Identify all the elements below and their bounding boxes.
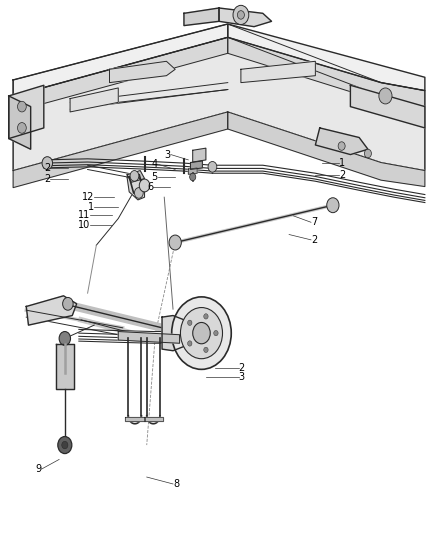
Polygon shape <box>125 417 145 421</box>
Circle shape <box>172 297 231 369</box>
Polygon shape <box>13 24 228 96</box>
Text: 4: 4 <box>152 159 158 169</box>
Polygon shape <box>184 8 219 26</box>
Circle shape <box>237 11 244 19</box>
Circle shape <box>180 308 223 359</box>
Circle shape <box>59 332 71 345</box>
Polygon shape <box>315 128 368 155</box>
Polygon shape <box>13 24 425 171</box>
Circle shape <box>204 314 208 319</box>
Polygon shape <box>13 37 425 171</box>
Text: 2: 2 <box>239 363 245 373</box>
Circle shape <box>214 330 218 336</box>
Polygon shape <box>9 85 44 139</box>
Text: 10: 10 <box>78 220 90 230</box>
Circle shape <box>193 322 210 344</box>
Text: 7: 7 <box>311 217 317 227</box>
Text: 5: 5 <box>152 172 158 182</box>
Polygon shape <box>13 37 228 112</box>
Polygon shape <box>110 61 175 83</box>
Text: 6: 6 <box>147 182 153 191</box>
Text: 2: 2 <box>44 163 50 173</box>
Circle shape <box>327 198 339 213</box>
Text: 8: 8 <box>173 479 179 489</box>
Polygon shape <box>127 175 145 200</box>
Polygon shape <box>144 417 163 421</box>
Circle shape <box>338 142 345 150</box>
Text: 1: 1 <box>88 202 94 212</box>
Circle shape <box>58 437 72 454</box>
Circle shape <box>364 149 371 158</box>
Polygon shape <box>26 296 77 325</box>
Polygon shape <box>228 37 425 107</box>
Text: 2: 2 <box>44 174 50 183</box>
Circle shape <box>63 297 73 310</box>
Text: 9: 9 <box>35 464 42 474</box>
Text: 11: 11 <box>78 211 90 220</box>
Circle shape <box>169 235 181 250</box>
Circle shape <box>134 188 143 198</box>
Polygon shape <box>162 316 184 351</box>
Text: 2: 2 <box>311 235 317 245</box>
Polygon shape <box>70 88 118 112</box>
Circle shape <box>18 101 26 112</box>
Circle shape <box>190 173 196 181</box>
Circle shape <box>187 341 192 346</box>
Circle shape <box>62 441 68 449</box>
Polygon shape <box>118 332 180 343</box>
Circle shape <box>139 179 150 192</box>
Text: 3: 3 <box>239 373 245 382</box>
Polygon shape <box>191 161 202 169</box>
Polygon shape <box>127 171 145 182</box>
Polygon shape <box>219 8 272 27</box>
Text: 3: 3 <box>165 150 171 159</box>
Circle shape <box>187 320 192 326</box>
Text: 12: 12 <box>82 192 94 202</box>
Circle shape <box>233 5 249 25</box>
Text: 1: 1 <box>339 158 346 167</box>
Text: 2: 2 <box>339 170 346 180</box>
Polygon shape <box>228 112 425 187</box>
Polygon shape <box>13 112 228 188</box>
Circle shape <box>204 347 208 352</box>
Polygon shape <box>228 24 425 91</box>
Polygon shape <box>56 344 74 389</box>
Circle shape <box>18 123 26 133</box>
Polygon shape <box>193 148 206 162</box>
Circle shape <box>42 157 53 169</box>
Polygon shape <box>241 61 315 83</box>
Polygon shape <box>350 85 425 128</box>
Polygon shape <box>9 96 31 149</box>
Circle shape <box>130 171 139 181</box>
Polygon shape <box>188 168 197 174</box>
Circle shape <box>379 88 392 104</box>
Circle shape <box>208 161 217 172</box>
